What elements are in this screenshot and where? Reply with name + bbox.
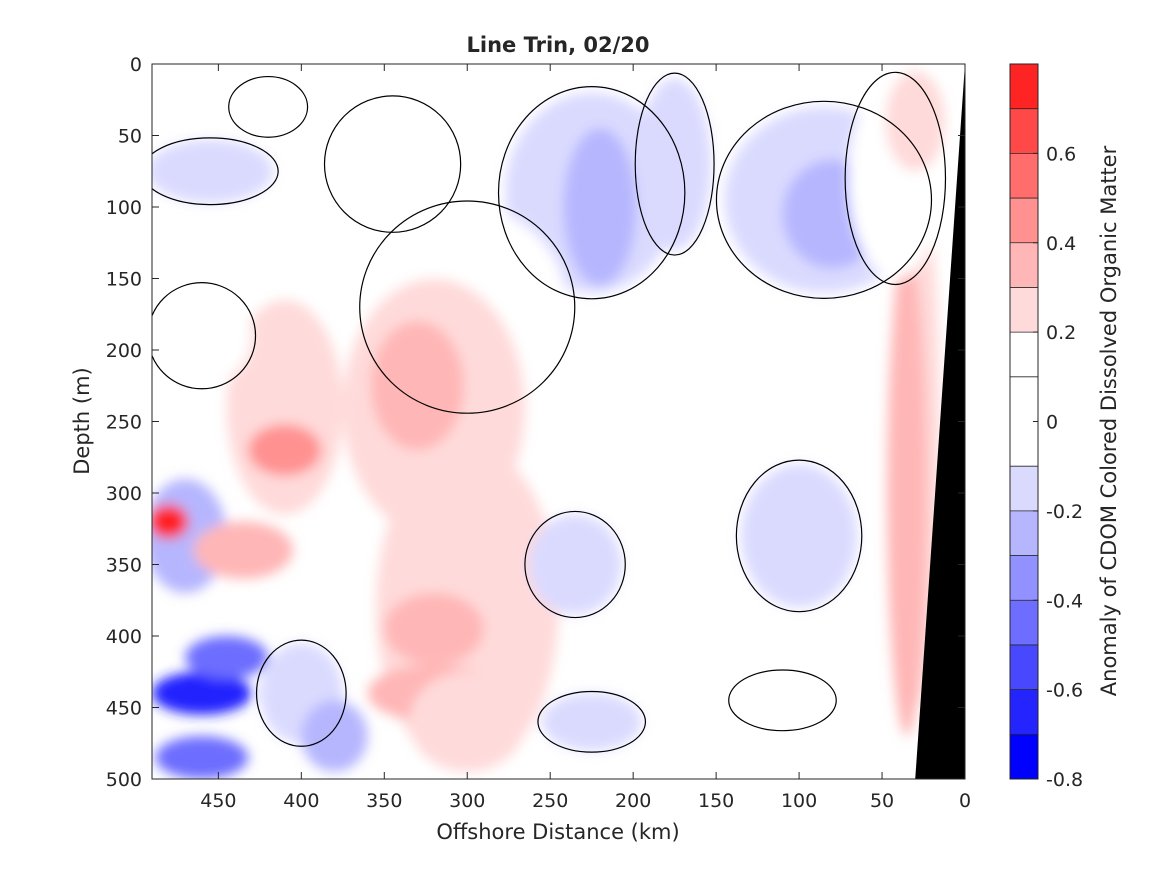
colorbar-tick-label: -0.8 [1046, 769, 1083, 791]
anomaly-patch-6 [329, 99, 456, 229]
colorbar-band [1010, 734, 1038, 779]
colorbar-tick-label: -0.6 [1046, 680, 1083, 702]
y-tick-label: 150 [106, 269, 142, 291]
zero-contour-7 [228, 75, 309, 138]
colorbar-band [1010, 64, 1038, 109]
x-tick-label: 300 [449, 790, 485, 812]
anomaly-patch-19 [193, 521, 294, 579]
colorbar-tick-label: -0.2 [1046, 501, 1083, 523]
y-axis: 0 50 100 150 200 250 300 350 400 450 500 [106, 54, 965, 791]
x-tick-label: 150 [698, 790, 734, 812]
colorbar-band [1010, 466, 1038, 511]
x-tick-label: 100 [781, 790, 817, 812]
zero-contour-29 [728, 669, 837, 732]
anomaly-patch-7 [231, 78, 305, 136]
anomaly-patch-5 [638, 78, 712, 250]
anomaly-patch-2 [563, 128, 637, 286]
y-tick-label: 200 [106, 340, 142, 362]
anomaly-patch-12 [371, 321, 464, 451]
x-tick-label: 250 [532, 790, 568, 812]
x-tick-label: 400 [283, 790, 319, 812]
y-tick-label: 100 [106, 197, 142, 219]
zero-contour-3 [715, 100, 933, 299]
x-axis-label: Offshore Distance (km) [436, 820, 679, 844]
colorbar-band [1010, 555, 1038, 601]
y-tick-label: 50 [118, 126, 142, 148]
anomaly-patch-22 [155, 736, 249, 779]
anomaly-patch-10 [248, 424, 322, 476]
anomaly-patch-26 [541, 693, 642, 751]
y-tick-label: 500 [106, 769, 142, 791]
anomaly-patch-33 [885, 71, 946, 172]
anomaly-patch-29 [732, 671, 833, 729]
colorbar-tick-label: 0.2 [1046, 322, 1076, 344]
x-axis: 450 400 350 300 250 200 150 100 50 0 [200, 64, 971, 812]
y-tick-label: 300 [106, 483, 142, 505]
zero-contour-32 [844, 71, 947, 286]
x-tick-label: 0 [959, 790, 971, 812]
y-tick-label: 400 [106, 626, 142, 648]
zero-contour-28 [735, 459, 863, 613]
anomaly-field [152, 71, 946, 779]
anomaly-patch-24 [301, 700, 368, 772]
colorbar-label: Anomaly of CDOM Colored Dissolved Organi… [1097, 145, 1121, 696]
zero-contour-26 [537, 690, 647, 753]
colorbar-band [1010, 108, 1038, 154]
zero-contour-17 [152, 282, 257, 390]
colorbar-tick-label: -0.4 [1046, 590, 1083, 612]
zero-contour-0 [152, 137, 279, 206]
anomaly-patch-27 [528, 514, 622, 615]
y-tick-label: 0 [130, 54, 142, 76]
zero-contour-27 [524, 510, 626, 619]
colorbar: 0.6 0.4 0.2 0 -0.2 -0.4 -0.6 -0.8 [1009, 63, 1083, 791]
x-tick-label: 200 [615, 790, 651, 812]
anomaly-patch-16 [409, 671, 526, 772]
zero-contour-1 [497, 85, 686, 300]
anomaly-patch-28 [741, 464, 858, 608]
chart-title: Line Trin, 02/20 [466, 33, 649, 57]
colorbar-band [1010, 332, 1038, 377]
colorbar-tick-label: 0.4 [1046, 233, 1076, 255]
x-tick-label: 350 [366, 790, 402, 812]
colorbar-band [1010, 689, 1038, 735]
x-tick-label: 50 [870, 790, 894, 812]
zero-contour-23 [255, 639, 347, 747]
colorbar-tick-label: 0 [1046, 412, 1058, 434]
zero-contour-6 [323, 95, 462, 233]
colorbar-band [1010, 287, 1038, 333]
zero-contour-8 [359, 200, 576, 414]
plot-area [151, 63, 966, 780]
seafloor-bathymetry [915, 64, 965, 779]
colorbar-band [1010, 153, 1038, 199]
colorbar-band [1010, 510, 1038, 556]
colorbar-band [1010, 644, 1038, 690]
anomaly-patch-0 [152, 139, 274, 203]
colorbar-band [1010, 198, 1038, 243]
zero-contour-lines [152, 71, 947, 753]
anomaly-patch-14 [384, 593, 484, 665]
anomaly-patch-17 [152, 285, 252, 386]
anomaly-patch-21 [185, 636, 269, 679]
anomaly-patch-25 [152, 504, 189, 539]
y-tick-label: 250 [106, 412, 142, 434]
y-tick-label: 450 [106, 698, 142, 720]
x-tick-label: 450 [200, 790, 236, 812]
anomaly-patch-20 [152, 671, 252, 715]
y-tick-label: 350 [106, 555, 142, 577]
y-axis-label: Depth (m) [70, 367, 94, 474]
anomaly-patch-31 [887, 249, 927, 737]
colorbar-band [1010, 242, 1038, 288]
colorbar-tick-label: 0.6 [1046, 143, 1076, 165]
colorbar-band [1010, 600, 1038, 645]
zero-contour-5 [634, 72, 715, 256]
